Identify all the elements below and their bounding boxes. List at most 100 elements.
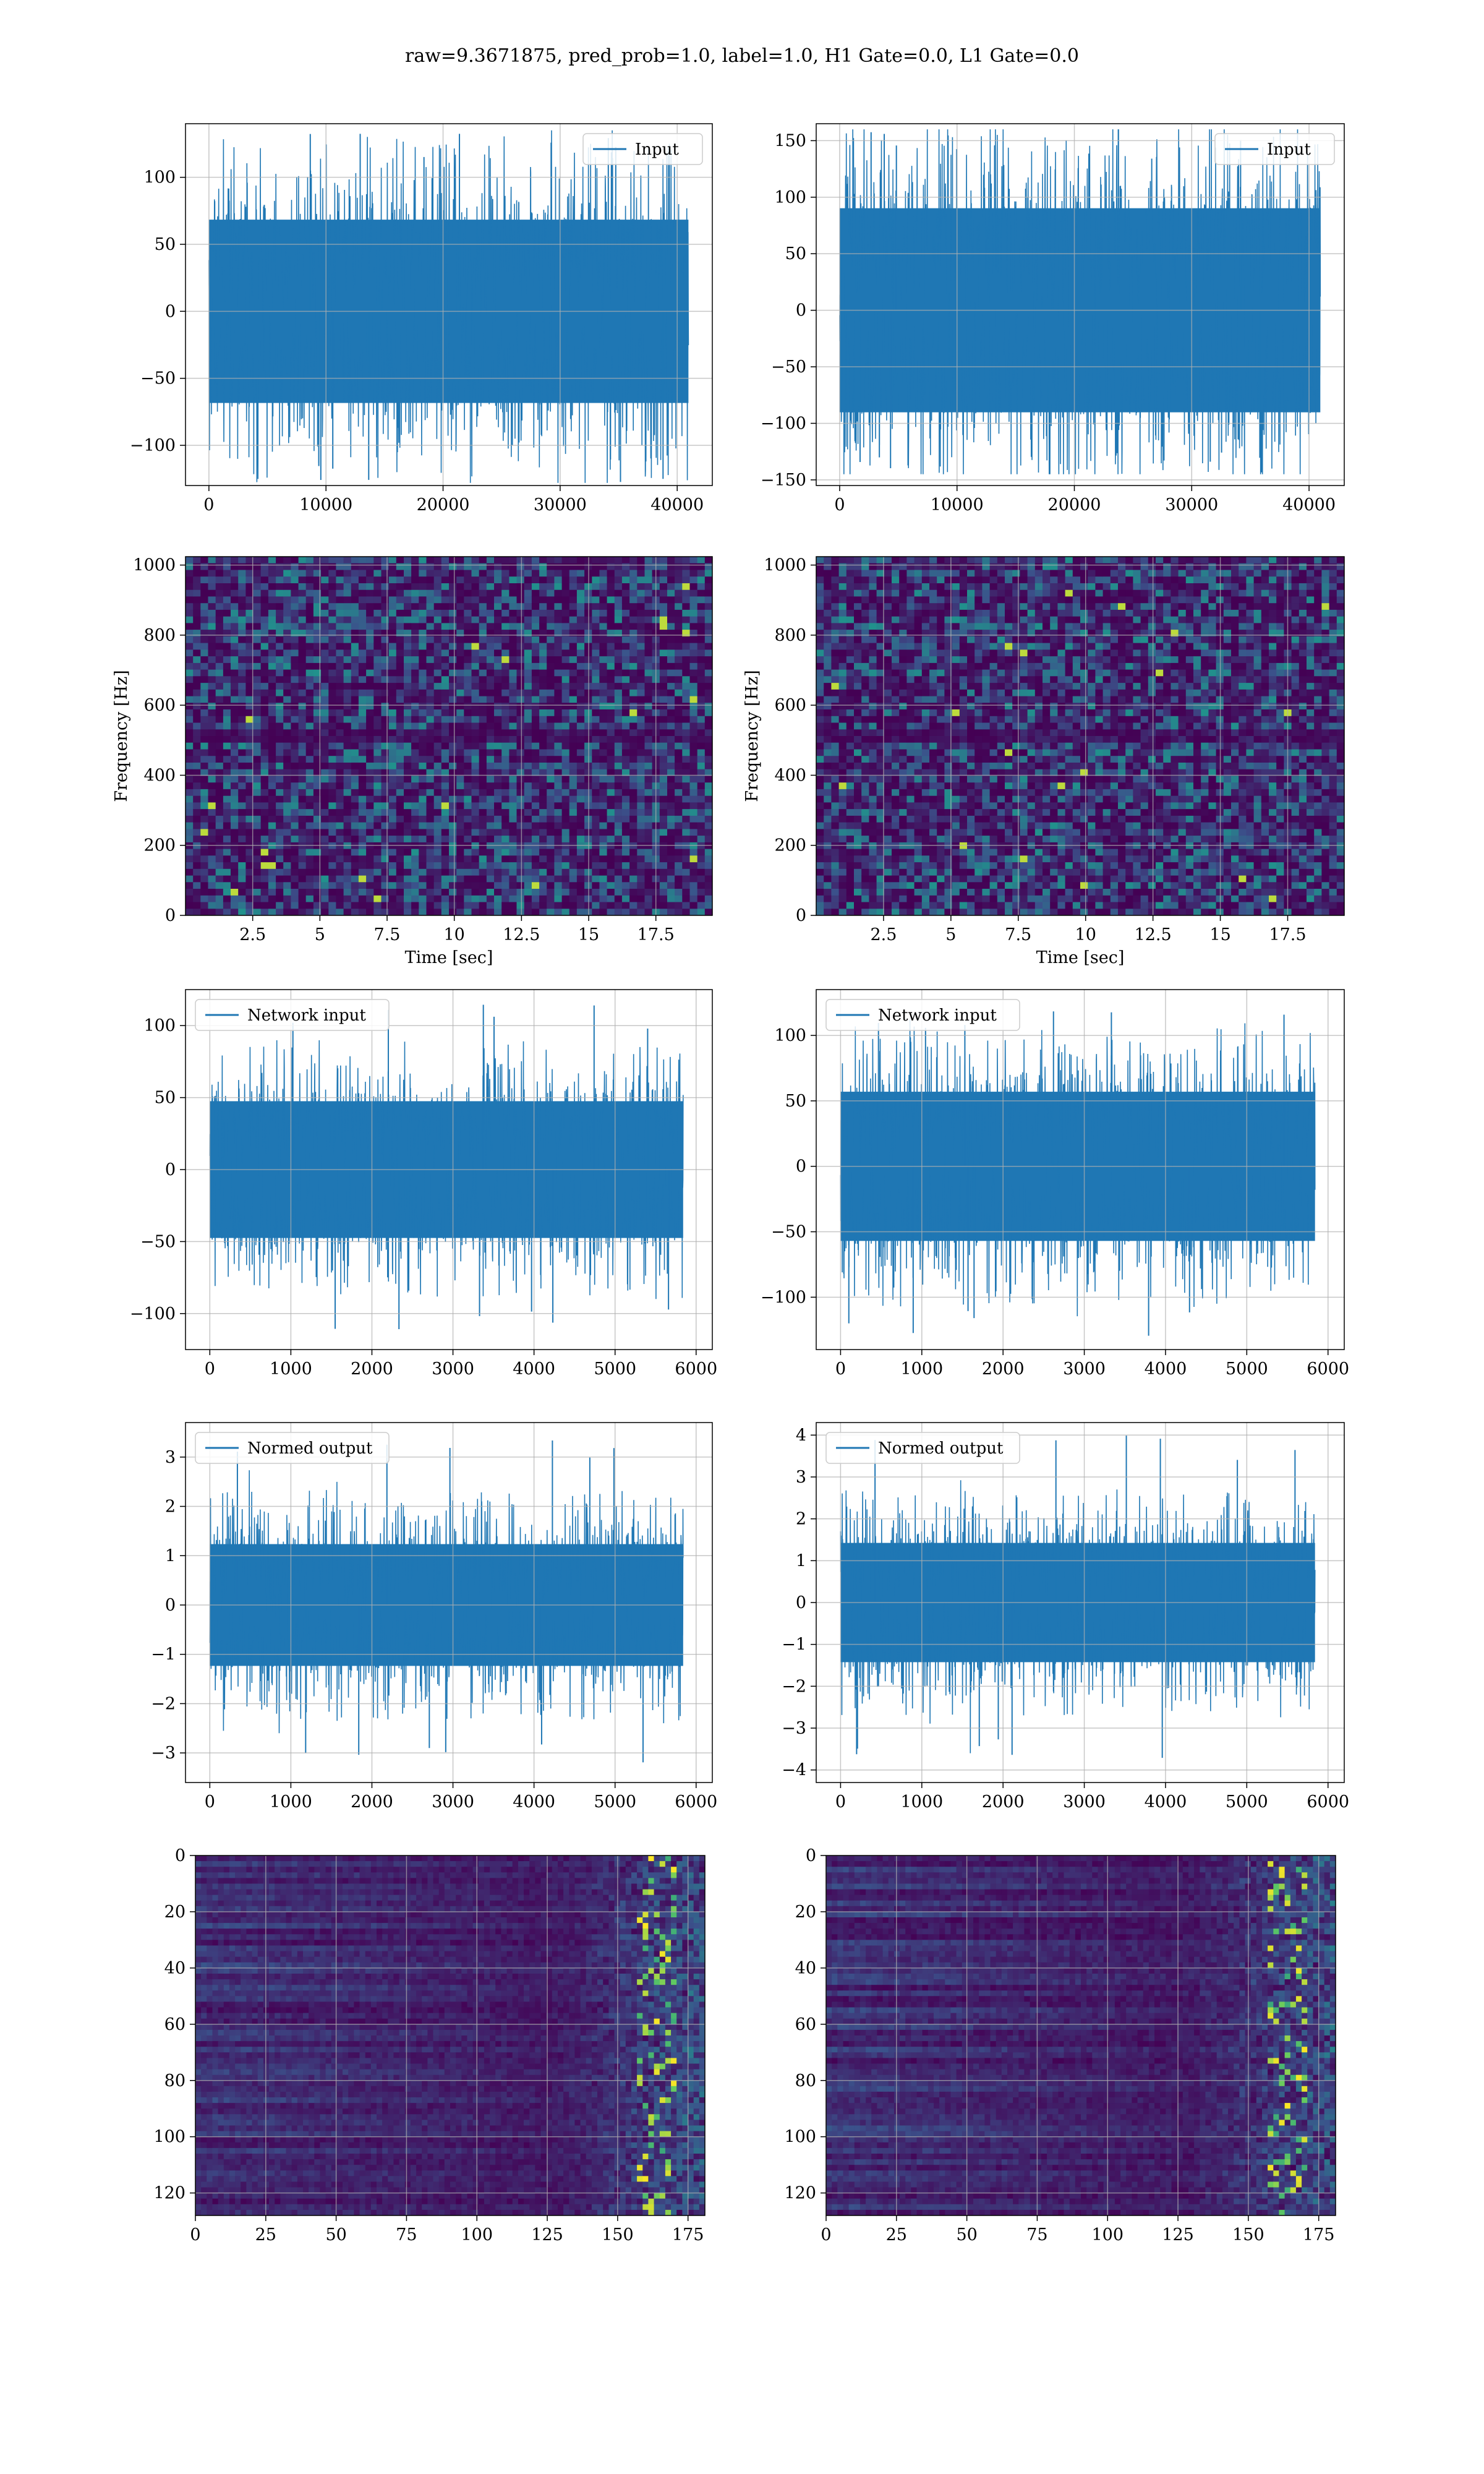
heatmap-cell: [276, 902, 284, 909]
heatmap-cell: [411, 842, 419, 850]
heatmap-cell: [366, 889, 374, 896]
heatmap-cell: [524, 849, 532, 856]
heatmap-cell: [260, 769, 269, 776]
heatmap-cell: [388, 583, 397, 591]
y-tick-label: 1000: [133, 556, 176, 575]
heatmap-cell: [509, 855, 518, 863]
heatmap-cell: [351, 703, 359, 710]
heatmap-cell: [366, 756, 374, 763]
heatmap-cell: [592, 756, 600, 763]
heatmap-cell: [381, 656, 390, 664]
heatmap-cell: [952, 676, 960, 683]
heatmap-cell: [689, 889, 698, 896]
heatmap-cell: [193, 636, 201, 644]
heatmap-cell: [914, 603, 923, 610]
heatmap-cell: [253, 603, 262, 610]
heatmap-cell: [846, 603, 855, 610]
heatmap-cell: [260, 909, 269, 915]
heatmap-cell: [433, 589, 442, 597]
heatmap-cell: [846, 909, 855, 915]
heatmap-cell: [607, 729, 615, 737]
heatmap-cell: [268, 563, 276, 570]
heatmap-cell: [824, 862, 832, 870]
heatmap-cell: [959, 729, 968, 737]
heatmap-cell: [509, 882, 518, 889]
heatmap-cell: [629, 557, 638, 564]
heatmap-cell: [516, 716, 525, 724]
heatmap-cell: [260, 795, 269, 803]
heatmap-cell: [381, 756, 390, 763]
heatmap-cell: [576, 662, 585, 670]
heatmap-cell: [441, 563, 450, 570]
heatmap-cell: [313, 736, 322, 743]
heatmap-cell: [373, 596, 382, 604]
heatmap-cell: [899, 609, 907, 617]
heatmap-cell: [388, 683, 397, 690]
heatmap-cell: [441, 862, 450, 870]
heatmap-cell: [629, 763, 638, 770]
heatmap-cell: [554, 583, 563, 591]
heatmap-cell: [838, 875, 847, 883]
heatmap-cell: [929, 603, 937, 610]
heatmap-cell: [411, 576, 419, 584]
heatmap-cell: [592, 630, 600, 637]
heatmap-cell: [682, 669, 691, 677]
heatmap-cell: [831, 849, 840, 856]
heatmap-cell: [328, 722, 337, 730]
heatmap-cell: [952, 636, 960, 644]
heatmap-cell: [200, 630, 209, 637]
heatmap-cell: [238, 649, 246, 657]
heatmap-cell: [929, 855, 937, 863]
heatmap-cell: [501, 763, 510, 770]
heatmap-cell: [937, 676, 945, 683]
heatmap-cell: [592, 570, 600, 577]
heatmap-cell: [869, 836, 877, 843]
heatmap-cell: [464, 849, 472, 856]
heatmap-cell: [944, 669, 953, 677]
heatmap-cell: [531, 849, 540, 856]
heatmap-cell: [644, 689, 653, 697]
heatmap-cell: [914, 875, 923, 883]
heatmap-cell: [675, 895, 683, 903]
heatmap-cell: [208, 716, 216, 724]
heatmap-cell: [937, 836, 945, 843]
heatmap-cell: [260, 882, 269, 889]
heatmap-cell: [561, 616, 570, 623]
heatmap-cell: [554, 815, 563, 823]
heatmap-cell: [291, 763, 299, 770]
heatmap-cell: [186, 909, 194, 915]
heatmap-cell: [675, 616, 683, 623]
heatmap-cell: [253, 836, 262, 843]
heatmap-cell: [937, 895, 945, 903]
heatmap-cell: [321, 630, 329, 637]
heatmap-cell: [539, 763, 547, 770]
heatmap-cell: [607, 689, 615, 697]
heatmap-cell: [937, 716, 945, 724]
heatmap-cell: [667, 836, 675, 843]
heatmap-cell: [336, 795, 344, 803]
heatmap-cell: [321, 763, 329, 770]
heatmap-cell: [554, 889, 563, 896]
heatmap-cell: [231, 576, 239, 584]
heatmap-cell: [358, 603, 367, 610]
heatmap-cell: [494, 855, 502, 863]
heatmap-cell: [260, 689, 269, 697]
heatmap-cell: [381, 776, 390, 783]
heatmap-cell: [238, 802, 246, 810]
heatmap-cell: [914, 809, 923, 816]
heatmap-cell: [944, 822, 953, 829]
heatmap-cell: [509, 729, 518, 737]
heatmap-cell: [471, 589, 480, 597]
heatmap-cell: [321, 795, 329, 803]
heatmap-cell: [944, 776, 953, 783]
heatmap-cell: [846, 736, 855, 743]
heatmap-cell: [291, 795, 299, 803]
heatmap-cell: [238, 742, 246, 750]
heatmap-cell: [516, 603, 525, 610]
heatmap-cell: [614, 849, 623, 856]
heatmap-cell: [876, 789, 885, 797]
heatmap-cell: [283, 909, 291, 915]
heatmap-cell: [599, 696, 608, 703]
heatmap-cell: [599, 889, 608, 896]
heatmap-cell: [629, 609, 638, 617]
